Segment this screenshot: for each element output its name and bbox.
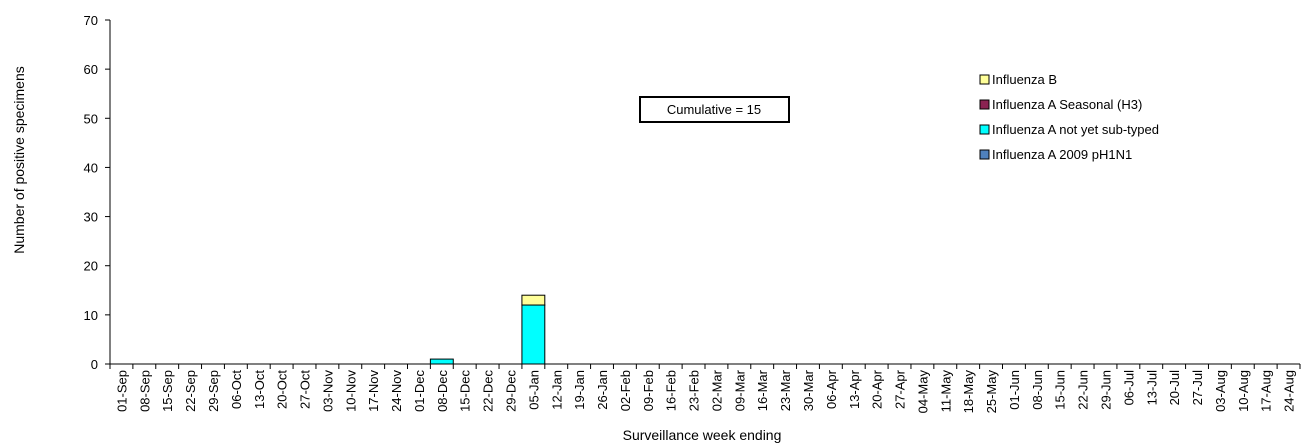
legend-swatch (979, 149, 990, 160)
x-tick-label: 06-Apr (824, 369, 839, 409)
axes (109, 20, 1300, 365)
x-tick-label: 04-May (915, 370, 930, 414)
legend-label: Influenza A 2009 pH1N1 (992, 147, 1132, 162)
x-tick-label: 10-Aug (1236, 370, 1251, 412)
y-tick-label: 40 (84, 160, 98, 175)
x-tick-label: 17-Aug (1259, 370, 1274, 412)
y-tick-label: 60 (84, 62, 98, 77)
x-tick-label: 01-Dec (412, 370, 427, 412)
legend-swatch (979, 124, 990, 135)
x-axis-title: Surveillance week ending (623, 427, 782, 443)
y-tick-label: 50 (84, 111, 98, 126)
x-tick-label: 01-Sep (114, 370, 129, 412)
legend-swatch (979, 99, 990, 110)
y-axis-title: Number of positive specimens (11, 66, 27, 254)
cumulative-annotation: Cumulative = 15 (639, 96, 790, 123)
x-tick-label: 19-Jan (572, 370, 587, 410)
x-tick-label: 22-Jun (1076, 370, 1091, 410)
y-tick-label: 20 (84, 259, 98, 274)
y-tick-label: 10 (84, 308, 98, 323)
x-tick-label: 20-Apr (870, 369, 885, 409)
x-tick-label: 02-Feb (618, 370, 633, 411)
x-tick-label: 13-Jul (1144, 370, 1159, 406)
y-tick-label: 70 (84, 13, 98, 28)
x-tick-label: 13-Oct (252, 370, 267, 409)
x-tick-label: 20-Jul (1167, 370, 1182, 406)
x-tick-label: 10-Nov (343, 370, 358, 412)
x-axis-ticks: 01-Sep 08-Sep 15-Sep 22-Sep 29-Sep 06-Oct 13-O… (109, 364, 1301, 414)
x-tick-label: 05-Jan (526, 370, 541, 410)
annotation-text: Cumulative = 15 (667, 102, 761, 117)
x-tick-label: 29-Dec (503, 370, 518, 412)
x-tick-label: 08-Jun (1030, 370, 1045, 410)
bar-segment (429, 358, 454, 365)
x-tick-label: 03-Aug (1213, 370, 1228, 412)
legend-label: Influenza A not yet sub-typed (992, 122, 1159, 137)
x-tick-label: 06-Oct (229, 370, 244, 409)
x-tick-label: 15-Jun (1053, 370, 1068, 410)
x-tick-label: 20-Oct (275, 370, 290, 409)
x-tick-label: 03-Nov (320, 370, 335, 412)
legend: Influenza B Influenza A Seasonal (H3) Infl… (979, 72, 1159, 162)
x-tick-label: 15-Dec (458, 370, 473, 412)
x-tick-label: 26-Jan (595, 370, 610, 410)
legend-label: Influenza B (992, 72, 1057, 87)
x-tick-label: 09-Mar (732, 369, 747, 411)
bar-segment (521, 304, 546, 365)
x-tick-label: 27-Jul (1190, 370, 1205, 406)
x-tick-label: 30-Mar (801, 369, 816, 411)
annotation-box (639, 96, 790, 123)
x-tick-label: 11-May (938, 370, 953, 413)
x-tick-label: 12-Jan (549, 370, 564, 410)
x-tick-label: 08-Sep (137, 370, 152, 412)
x-tick-label: 24-Aug (1282, 370, 1297, 412)
x-tick-label: 01-Jun (1007, 370, 1022, 410)
x-tick-label: 24-Nov (389, 370, 404, 412)
x-tick-label: 08-Dec (435, 370, 450, 412)
x-tick-label: 13-Apr (847, 369, 862, 409)
x-tick-label: 22-Sep (183, 370, 198, 412)
legend-label: Influenza A Seasonal (H3) (992, 97, 1142, 112)
x-tick-label: 27-Oct (298, 370, 313, 409)
y-axis-ticks: 0 10 20 30 40 50 60 70 (84, 13, 110, 372)
bar-segment (521, 294, 546, 306)
x-tick-label: 23-Mar (778, 369, 793, 411)
x-tick-label: 29-Jun (1098, 370, 1113, 410)
x-tick-label: 23-Feb (687, 370, 702, 411)
legend-swatch (979, 74, 990, 85)
x-tick-label: 16-Feb (664, 370, 679, 411)
x-tick-label: 18-May (961, 370, 976, 414)
x-tick-label: 29-Sep (206, 370, 221, 412)
y-tick-label: 30 (84, 210, 98, 225)
x-tick-label: 27-Apr (893, 369, 908, 409)
x-tick-label: 25-May (984, 370, 999, 414)
x-tick-label: 02-Mar (709, 369, 724, 411)
x-tick-label: 06-Jul (1121, 370, 1136, 406)
x-tick-label: 22-Dec (481, 370, 496, 412)
x-tick-label: 16-Mar (755, 369, 770, 411)
x-tick-label: 17-Nov (366, 370, 381, 412)
x-tick-label: 15-Sep (160, 370, 175, 412)
x-tick-label: 09-Feb (641, 370, 656, 411)
y-tick-label: 0 (91, 357, 98, 372)
bars (429, 294, 546, 365)
